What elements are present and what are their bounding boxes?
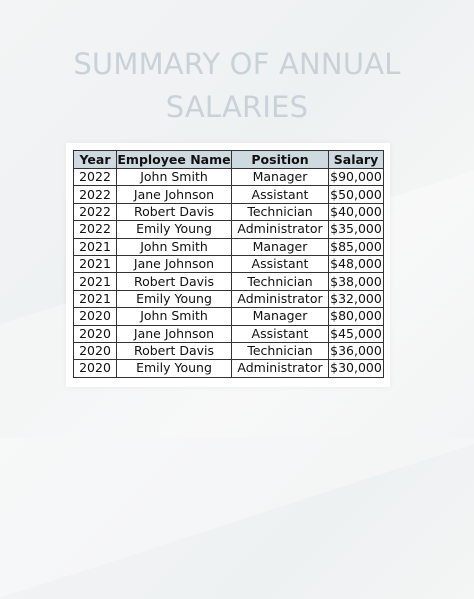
cell-year: 2022 [73,220,117,239]
salary-table: Year Employee Name Position Salary 2022 … [73,150,384,378]
cell-employee-name: John Smith [116,237,232,256]
header-year: Year [73,150,117,169]
table-row: 2022 Robert Davis Technician $40,000 [73,202,384,222]
cell-position: Administrator [231,359,329,378]
cell-year: 2021 [73,272,117,291]
cell-employee-name: Robert Davis [116,202,232,222]
cell-salary: $35,000 [328,220,384,239]
table-row: 2020 Robert Davis Technician $36,000 [73,341,384,361]
cell-year: 2020 [73,341,117,361]
cell-position: Administrator [231,289,329,309]
cell-year: 2021 [73,237,117,256]
cell-year: 2021 [73,289,117,309]
cell-position: Technician [231,341,329,361]
cell-salary: $40,000 [328,202,384,222]
cell-employee-name: Jane Johnson [116,254,232,274]
cell-position: Technician [231,272,329,291]
cell-salary: $90,000 [328,167,384,187]
cell-position: Technician [231,202,329,222]
cell-year: 2020 [73,359,117,378]
cell-salary: $30,000 [328,359,384,378]
table-row: 2021 Emily Young Administrator $32,000 [73,289,384,309]
cell-year: 2020 [73,307,117,326]
cell-employee-name: Jane Johnson [116,324,232,343]
cell-salary: $38,000 [328,272,384,291]
cell-employee-name: Robert Davis [116,341,232,361]
cell-salary: $85,000 [328,237,384,256]
cell-position: Manager [231,167,329,187]
cell-position: Manager [231,307,329,326]
table-row: 2022 Emily Young Administrator $35,000 [73,220,384,239]
page-title-line-1: SUMMARY OF ANNUAL [73,47,401,81]
cell-salary: $45,000 [328,324,384,343]
page-title-line-2: SALARIES [165,90,309,124]
header-position: Position [231,150,329,169]
table-row: 2021 John Smith Manager $85,000 [73,237,384,256]
cell-employee-name: Robert Davis [116,272,232,291]
cell-position: Manager [231,237,329,256]
table-row: 2022 Jane Johnson Assistant $50,000 [73,185,384,204]
table-row: 2022 John Smith Manager $90,000 [73,167,384,187]
cell-employee-name: Emily Young [116,359,232,378]
cell-salary: $48,000 [328,254,384,274]
cell-position: Administrator [231,220,329,239]
header-employee-name: Employee Name [116,150,232,169]
cell-position: Assistant [231,185,329,204]
cell-salary: $36,000 [328,341,384,361]
table-row: 2020 Jane Johnson Assistant $45,000 [73,324,384,343]
cell-year: 2021 [73,254,117,274]
cell-employee-name: John Smith [116,167,232,187]
cell-salary: $80,000 [328,307,384,326]
cell-year: 2022 [73,185,117,204]
cell-employee-name: Jane Johnson [116,185,232,204]
cell-position: Assistant [231,254,329,274]
cell-employee-name: Emily Young [116,289,232,309]
cell-salary: $32,000 [328,289,384,309]
table-row: 2020 John Smith Manager $80,000 [73,307,384,326]
cell-employee-name: Emily Young [116,220,232,239]
cell-employee-name: John Smith [116,307,232,326]
cell-year: 2020 [73,324,117,343]
cell-salary: $50,000 [328,185,384,204]
table-row: 2021 Robert Davis Technician $38,000 [73,272,384,291]
cell-position: Assistant [231,324,329,343]
table-row: 2021 Jane Johnson Assistant $48,000 [73,254,384,274]
table-row: 2020 Emily Young Administrator $30,000 [73,359,384,378]
header-salary: Salary [328,150,384,169]
cell-year: 2022 [73,202,117,222]
table-header-row: Year Employee Name Position Salary [73,150,384,169]
cell-year: 2022 [73,167,117,187]
